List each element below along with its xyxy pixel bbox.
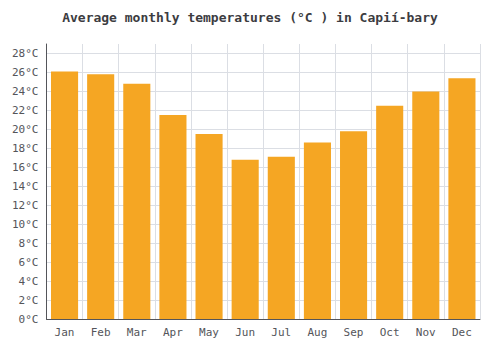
svg-text:0°C: 0°C [19,313,39,326]
svg-text:Dec: Dec [452,326,472,339]
svg-text:Oct: Oct [380,326,400,339]
svg-text:Aug: Aug [307,326,327,339]
svg-text:10°C: 10°C [12,218,39,231]
svg-text:Jan: Jan [55,326,75,339]
svg-text:22°C: 22°C [12,104,39,117]
svg-text:Nov: Nov [416,326,436,339]
svg-text:Average monthly temperatures (: Average monthly temperatures (°C ) in Ca… [62,10,438,25]
svg-text:Feb: Feb [91,326,111,339]
svg-text:Mar: Mar [127,326,147,339]
svg-text:May: May [199,326,219,339]
svg-text:2°C: 2°C [19,294,39,307]
svg-text:16°C: 16°C [12,161,39,174]
svg-text:6°C: 6°C [19,256,39,269]
svg-text:20°C: 20°C [12,123,39,136]
svg-text:Jul: Jul [271,326,291,339]
svg-text:Apr: Apr [163,326,183,339]
svg-text:14°C: 14°C [12,180,39,193]
svg-text:24°C: 24°C [12,85,39,98]
svg-text:Jun: Jun [235,326,255,339]
svg-text:8°C: 8°C [19,237,39,250]
svg-text:28°C: 28°C [12,47,39,60]
svg-text:26°C: 26°C [12,66,39,79]
svg-text:Sep: Sep [344,326,364,339]
svg-text:18°C: 18°C [12,142,39,155]
svg-text:12°C: 12°C [12,199,39,212]
svg-text:4°C: 4°C [19,275,39,288]
